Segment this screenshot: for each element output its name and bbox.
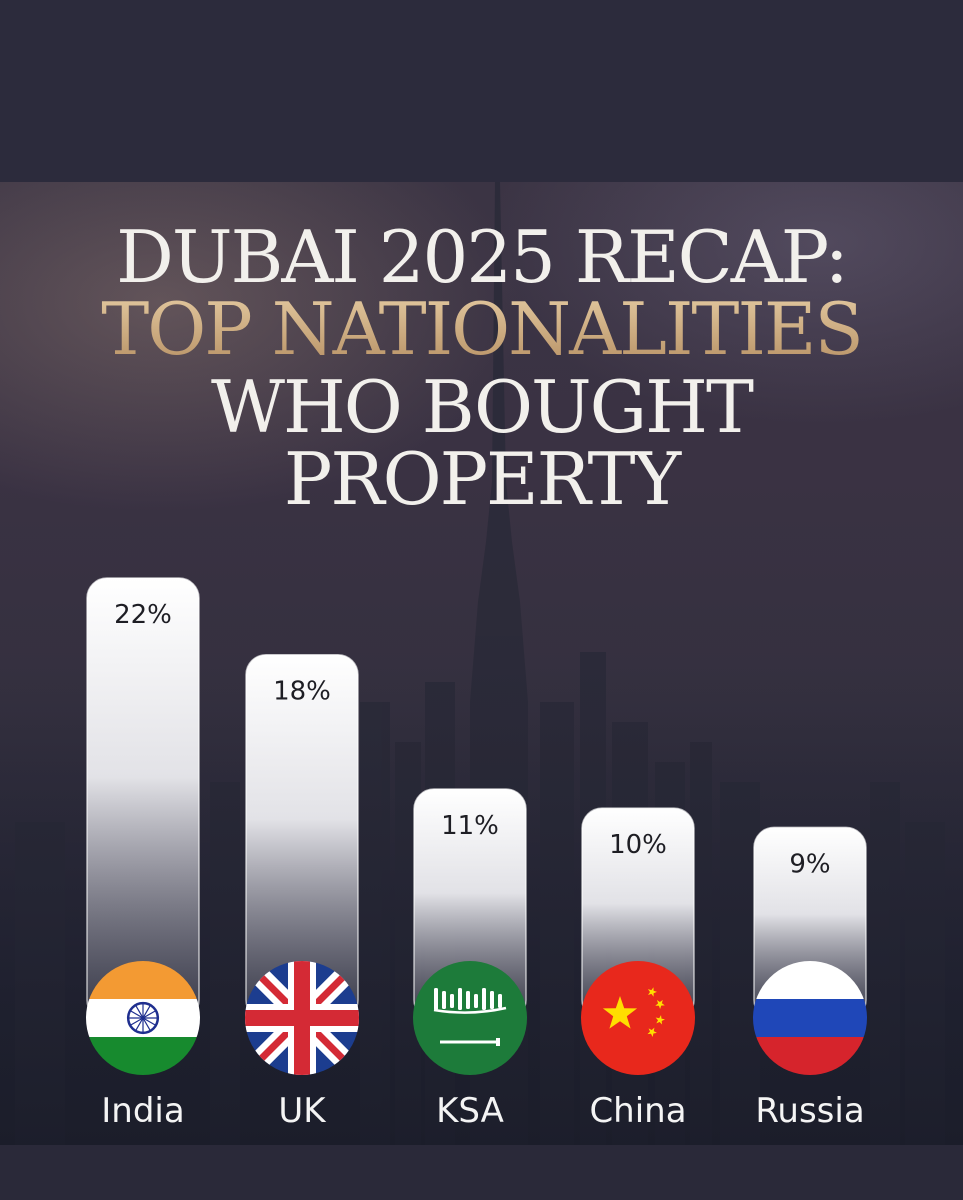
- russia-flag-icon: [753, 961, 867, 1075]
- bottom-band: [0, 1145, 963, 1200]
- category-label-uk: UK: [278, 1091, 327, 1131]
- value-label-uk: 18%: [273, 677, 331, 707]
- category-label-china: China: [589, 1091, 686, 1131]
- bars-layer: [86, 577, 867, 1021]
- value-labels-layer: 22% 18% 11% 10% 9%: [114, 600, 831, 879]
- title-line-3: WHO BOUGHT: [211, 365, 754, 449]
- value-label-india: 22%: [114, 600, 172, 630]
- saudi-flag-icon: [413, 961, 527, 1075]
- category-labels-layer: India UK KSA China Russia: [101, 1091, 864, 1131]
- china-flag-icon: [581, 961, 695, 1075]
- flags-layer: [86, 961, 867, 1075]
- title-line-1: DUBAI 2025 RECAP:: [116, 215, 849, 299]
- value-label-ksa: 11%: [441, 811, 499, 841]
- category-label-india: India: [101, 1091, 184, 1131]
- value-label-russia: 9%: [789, 849, 830, 879]
- value-label-china: 10%: [609, 830, 667, 860]
- uk-flag-icon: [245, 961, 359, 1075]
- title-line-2: TOP NATIONALITIES: [0, 292, 963, 366]
- bar-india: [86, 577, 200, 1021]
- top-band: [0, 0, 963, 182]
- category-label-russia: Russia: [755, 1091, 864, 1131]
- india-flag-icon: [86, 961, 200, 1075]
- title-line-4: PROPERTY: [283, 437, 681, 521]
- category-label-ksa: KSA: [436, 1091, 504, 1131]
